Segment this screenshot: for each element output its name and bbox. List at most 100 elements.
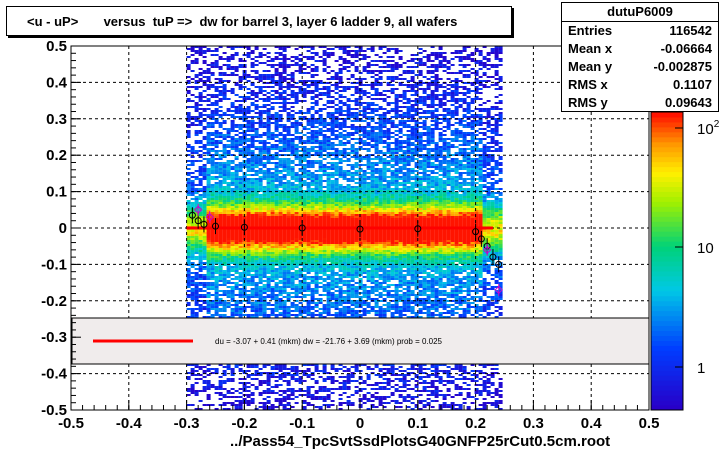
heatmap-cell [250,264,255,266]
heatmap-cell [306,268,311,270]
heatmap-cell [322,172,327,174]
heatmap-cell [190,294,195,296]
heatmap-cell [210,314,215,316]
heatmap-cell [298,100,303,102]
heatmap-cell [186,82,191,84]
heatmap-cell [266,60,271,62]
heatmap-cell [198,288,203,290]
heatmap-cell [258,190,263,192]
heatmap-cell [346,308,351,310]
heatmap-cell [254,186,259,188]
heatmap-cell [342,154,347,156]
heatmap-cell [222,234,227,236]
heatmap-cell [346,208,351,210]
heatmap-cell [262,268,267,270]
heatmap-cell [274,386,279,388]
heatmap-cell [186,192,191,194]
heatmap-cell [358,192,363,194]
heatmap-cell [302,96,307,98]
heatmap-cell [202,46,207,48]
heatmap-cell [330,48,335,50]
heatmap-cell [214,232,219,234]
heatmap-cell [326,296,331,298]
heatmap-cell [334,294,339,296]
heatmap-cell [278,294,283,296]
heatmap-cell [206,254,211,256]
heatmap-cell [322,104,327,106]
heatmap-cell [342,210,347,212]
heatmap-cell [262,312,267,314]
heatmap-cell [186,376,191,378]
heatmap-cell [346,396,351,398]
heatmap-cell [210,250,215,252]
heatmap-cell [194,134,199,136]
heatmap-cell [230,58,235,60]
heatmap-cell [266,194,271,196]
heatmap-cell [334,98,339,100]
heatmap-cell [330,148,335,150]
heatmap-cell [254,162,259,164]
heatmap-cell [266,126,271,128]
heatmap-cell [258,134,263,136]
heatmap-cell [302,182,307,184]
heatmap-cell [342,306,347,308]
heatmap-cell [290,286,295,288]
heatmap-cell [286,82,291,84]
heatmap-cell [294,82,299,84]
heatmap-cell [314,262,319,264]
heatmap-cell [250,364,255,366]
heatmap-cell [318,250,323,252]
heatmap-cell [266,212,271,214]
heatmap-cell [214,168,219,170]
heatmap-cell [326,300,331,302]
heatmap-cell [350,126,355,128]
heatmap-cell [282,100,287,102]
heatmap-cell [334,156,339,158]
heatmap-cell [310,260,315,262]
heatmap-cell [330,116,335,118]
heatmap-cell [310,220,315,222]
heatmap-cell [342,234,347,236]
heatmap-cell [290,212,295,214]
heatmap-cell [342,272,347,274]
heatmap-cell [302,112,307,114]
heatmap-cell [194,118,199,120]
heatmap-cell [226,276,231,278]
heatmap-cell [298,314,303,316]
heatmap-cell [218,196,223,198]
heatmap-cell [334,248,339,250]
heatmap-cell [194,152,199,154]
heatmap-cell [198,202,203,204]
heatmap-cell [318,134,323,136]
heatmap-cell [362,56,367,58]
heatmap-cell [194,218,199,220]
heatmap-cell [210,206,215,208]
heatmap-cell [322,210,327,212]
heatmap-cell [246,192,251,194]
heatmap-cell [258,78,263,80]
heatmap-cell [262,306,267,308]
heatmap-cell [338,166,343,168]
heatmap-cell [238,164,243,166]
heatmap-cell [334,166,339,168]
heatmap-cell [326,314,331,316]
heatmap-cell [246,186,251,188]
heatmap-cell [222,202,227,204]
heatmap-cell [286,132,291,134]
heatmap-cell [278,276,283,278]
heatmap-cell [350,114,355,116]
heatmap-cell [314,306,319,308]
heatmap-cell [238,46,243,48]
heatmap-cell [258,142,263,144]
heatmap-cell [338,190,343,192]
heatmap-cell [326,122,331,124]
heatmap-cell [254,72,259,74]
heatmap-cell [262,242,267,244]
heatmap-cell [334,244,339,246]
heatmap-cell [234,286,239,288]
heatmap-cell [238,256,243,258]
heatmap-cell [306,72,311,74]
heatmap-cell [306,222,311,224]
heatmap-cell [306,152,311,154]
